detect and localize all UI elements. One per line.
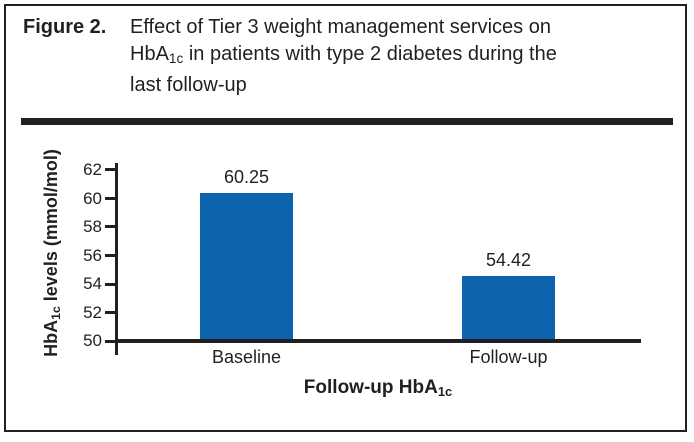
x-axis-line — [115, 339, 641, 343]
y-tick-label: 58 — [83, 217, 102, 236]
figure-title: Effect of Tier 3 weight management servi… — [130, 14, 557, 99]
category-label-baseline: Baseline — [211, 347, 282, 367]
tick-mark — [105, 282, 115, 286]
figure-title-line2: HbA1c in patients with type 2 diabetes d… — [130, 43, 557, 66]
x-axis-title: Follow-up HbA1c — [303, 377, 453, 399]
tick-mark — [105, 168, 115, 171]
y-tick-label: 54 — [83, 274, 102, 293]
bar-baseline — [200, 192, 293, 339]
tick-mark — [105, 253, 115, 257]
y-axis-tick-labels: 62 60 58 56 54 52 50 — [58, 161, 102, 350]
y-tick-label: 62 — [83, 160, 102, 179]
figure-title-block: Figure 2. Effect of Tier 3 weight manage… — [23, 14, 557, 99]
y-tick-label: 56 — [83, 245, 102, 265]
subscript-1c: 1c — [437, 383, 453, 399]
y-tick-label: 60 — [83, 188, 102, 208]
y-axis-line — [115, 163, 118, 355]
tick-mark — [105, 339, 115, 343]
tick-mark — [105, 196, 115, 200]
value-label-followup: 54.42 — [485, 250, 532, 270]
y-tick-label: 50 — [83, 331, 102, 350]
figure-title-line3: last follow-up — [130, 73, 247, 96]
category-label-followup: Follow-up — [469, 347, 548, 367]
figure-title-line1: Effect of Tier 3 weight management servi… — [130, 16, 551, 38]
y-axis-tick-marks — [105, 168, 115, 343]
subscript-1c: 1c — [168, 50, 184, 66]
value-label-baseline: 60.25 — [223, 166, 270, 187]
y-tick-label: 52 — [83, 302, 102, 322]
tick-mark — [105, 311, 115, 315]
tick-mark — [105, 225, 115, 229]
title-separator-rule — [21, 118, 673, 125]
figure-number-label: Figure 2. — [23, 16, 107, 38]
bar-followup — [462, 276, 555, 339]
